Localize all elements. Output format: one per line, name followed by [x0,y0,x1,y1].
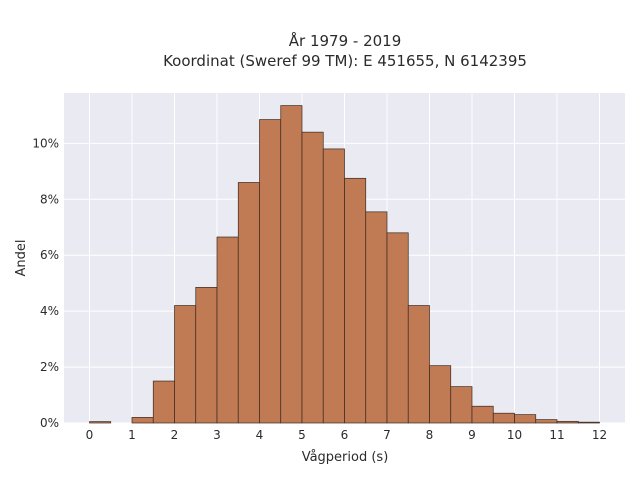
histogram-bar [514,414,537,424]
histogram-bar [216,236,239,424]
x-tick-label: 6 [341,428,349,442]
chart-title-line2: Koordinat (Sweref 99 TM): E 451655, N 61… [163,52,527,70]
histogram-bar [556,420,579,424]
histogram-bar [386,232,409,424]
bars [89,105,600,424]
x-axis-ticks: 0 1 2 3 4 5 6 7 8 9 10 11 12 [86,428,607,442]
x-tick-label: 9 [468,428,476,442]
histogram-bar [471,405,494,424]
y-axis-ticks: 0% 2% 4% 6% 8% 10% [32,136,59,430]
histogram-bar [174,305,197,424]
x-tick-label: 5 [298,428,306,442]
y-tick-label: 10% [32,136,59,150]
histogram-bar [322,148,345,424]
x-tick-label: 3 [213,428,221,442]
histogram-bar [131,417,154,424]
histogram-bar [195,287,218,424]
x-tick-label: 0 [86,428,94,442]
chart-title-line1: År 1979 - 2019 [289,31,402,50]
histogram-bar [365,211,388,424]
histogram-bar [280,105,303,424]
x-tick-label: 2 [171,428,179,442]
x-tick-label: 1 [128,428,136,442]
histogram-bar [237,182,260,424]
x-tick-label: 8 [426,428,434,442]
histogram-bar [152,380,175,424]
histogram-bar [492,412,515,424]
y-tick-label: 6% [40,248,59,262]
histogram-bar [429,365,452,424]
x-axis-label: Vågperiod (s) [302,450,389,465]
x-tick-label: 10 [507,428,522,442]
y-tick-label: 8% [40,192,59,206]
histogram-bar [259,119,282,424]
y-tick-label: 4% [40,304,59,318]
x-tick-label: 12 [592,428,607,442]
x-tick-label: 4 [256,428,264,442]
y-axis-label: Andel [14,240,29,277]
histogram-bar [407,305,430,424]
x-tick-label: 11 [549,428,564,442]
histogram-bar [450,386,473,424]
histogram-bar [577,421,600,424]
histogram-bar [89,421,112,424]
y-tick-label: 0% [40,416,59,430]
histogram-bar [344,177,367,424]
histogram-bar [301,131,324,424]
histogram-bar [535,419,558,424]
x-tick-label: 7 [383,428,391,442]
y-tick-label: 2% [40,360,59,374]
